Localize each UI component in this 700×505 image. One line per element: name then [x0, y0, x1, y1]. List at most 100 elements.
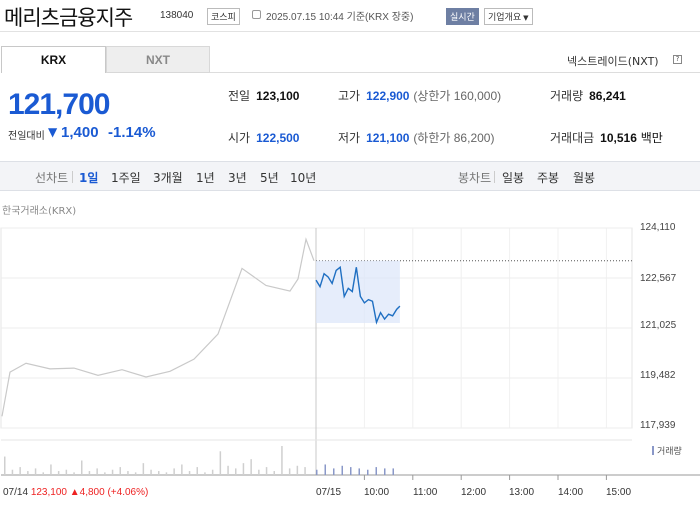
volume-bar: [375, 467, 377, 475]
stat-label: 고가: [338, 89, 361, 103]
line-chart-label: 선차트: [35, 171, 69, 185]
volume-bar: [341, 465, 343, 475]
volume-bar: [150, 469, 152, 475]
volume-bar: [211, 469, 214, 475]
volume-bar: [81, 460, 83, 475]
volume-bar: [265, 467, 268, 475]
volume-bar: [358, 468, 360, 475]
tab-krx[interactable]: KRX: [1, 46, 106, 73]
volume-bar: [119, 467, 121, 475]
upper-limit-note: (상한가 160,000): [413, 89, 502, 103]
price-change: 1,400: [61, 124, 99, 141]
volume-bar: [316, 469, 318, 475]
volume-bar: [273, 471, 275, 475]
volume-bar: [134, 472, 137, 475]
x-tick-label: 07/15: [316, 487, 342, 498]
stat-value: 122,900: [366, 89, 410, 103]
prev-change-pct: (+4.06%): [107, 487, 149, 498]
period-bar: 선차트 1일 1주일 3개월 1년 3년 5년 10년 봉차트 일봉 주봉 월봉: [0, 161, 700, 191]
candle-monthly[interactable]: 월봉: [573, 171, 596, 185]
stat-value: 121,100: [366, 131, 410, 145]
volume-bar: [333, 468, 335, 475]
today-range-band: [316, 260, 400, 323]
stat-label: 저가: [338, 131, 361, 145]
today-series-line: [315, 265, 401, 325]
down-arrow-icon: ▼: [48, 125, 58, 139]
divider: [494, 171, 495, 183]
prev-price: 123,100: [30, 487, 67, 498]
period-1y[interactable]: 1년: [196, 171, 215, 185]
stat-label: 거래량: [550, 89, 584, 103]
volume-bar: [196, 467, 198, 475]
company-info-label: 기업개요: [488, 13, 522, 23]
volume-bar: [142, 463, 145, 475]
candle-chart-label: 봉차트: [458, 171, 492, 185]
volume-bar: [235, 468, 237, 475]
market-badge: 코스피: [207, 8, 240, 25]
volume-bar: [350, 467, 352, 475]
volume-bar: [384, 468, 386, 475]
x-tick-label: 15:00: [606, 487, 632, 498]
y-tick-label: 122,567: [640, 273, 677, 284]
x-tick-label: 13:00: [509, 487, 535, 498]
prev-date: 07/14: [3, 487, 29, 498]
volume-bar: [227, 465, 229, 475]
y-tick-label: 117,939: [640, 420, 676, 431]
volume-bar: [367, 469, 369, 475]
chart-source: 한국거래소(KRX): [2, 206, 77, 217]
volume-legend: 거래량: [652, 444, 682, 457]
period-5y[interactable]: 5년: [260, 171, 279, 185]
period-1w[interactable]: 1주일: [111, 171, 141, 185]
period-3y[interactable]: 3년: [228, 171, 247, 185]
volume-bar: [173, 468, 175, 475]
period-10y[interactable]: 10년: [290, 171, 317, 185]
lower-limit-note: (하한가 86,200): [413, 131, 495, 145]
volume-bar: [57, 471, 60, 475]
volume-bar: [27, 471, 29, 475]
divider: [72, 171, 73, 183]
volume-bar: [158, 471, 160, 475]
volume-bar: [242, 463, 245, 475]
stat-high: 고가 122,900 (상한가 160,000): [338, 87, 501, 104]
x-tick-label: 10:00: [364, 487, 390, 498]
volume-bar: [11, 469, 14, 475]
y-tick-label: 124,110: [640, 222, 676, 233]
y-tick-label: 119,482: [640, 370, 676, 381]
prev-day-info: 07/14 123,100 ▲4,800 (+4.06%): [3, 487, 148, 498]
tab-nxt[interactable]: NXT: [106, 46, 210, 73]
stat-label: 거래대금: [550, 131, 595, 145]
stat-value: 86,241: [589, 89, 626, 103]
volume-bar: [165, 472, 168, 475]
stat-low: 저가 121,100 (하한가 86,200): [338, 129, 494, 146]
prev-change: 4,800: [79, 487, 105, 498]
chevron-down-icon: ▼: [523, 14, 529, 22]
stock-code: 138040: [160, 10, 194, 21]
volume-bar: [104, 472, 106, 475]
volume-bar: [65, 469, 68, 475]
volume-bar: [42, 472, 44, 475]
candle-weekly[interactable]: 주봉: [537, 171, 560, 185]
period-3m[interactable]: 3개월: [153, 171, 183, 185]
company-info-dropdown[interactable]: 기업개요 ▼: [484, 8, 533, 25]
help-icon[interactable]: ?: [673, 55, 682, 64]
period-1d[interactable]: 1일: [79, 171, 99, 185]
nxt-link[interactable]: 넥스트레이드(NXT): [567, 55, 659, 68]
volume-bar: [34, 468, 37, 475]
volume-bar: [127, 471, 129, 475]
volume-bar: [4, 456, 6, 475]
up-arrow-icon: ▲: [69, 487, 80, 498]
volume-legend-swatch: [652, 446, 654, 455]
x-tick-label: 11:00: [413, 487, 438, 498]
candle-daily[interactable]: 일봉: [502, 171, 525, 185]
amount-unit: 백만: [640, 131, 663, 145]
current-price: 121,700: [8, 88, 110, 121]
volume-bar: [392, 468, 394, 475]
x-tick-label: 12:00: [461, 487, 487, 498]
stat-label: 시가: [228, 131, 251, 145]
stat-amount: 거래대금 10,516 백만: [550, 129, 663, 146]
volume-bar: [181, 464, 183, 475]
realtime-button[interactable]: 실시간: [446, 8, 479, 25]
stat-value: 122,500: [256, 131, 300, 145]
stat-open: 시가 122,500: [228, 129, 299, 146]
